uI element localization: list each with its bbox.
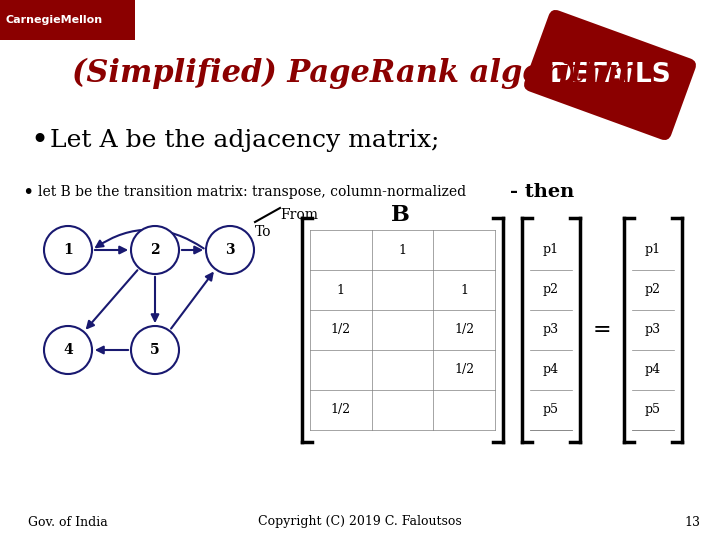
Text: To: To xyxy=(255,225,271,239)
Text: 1: 1 xyxy=(398,244,407,256)
Text: 13: 13 xyxy=(684,516,700,529)
Text: p3: p3 xyxy=(645,323,661,336)
Text: Copyright (C) 2019 C. Faloutsos: Copyright (C) 2019 C. Faloutsos xyxy=(258,516,462,529)
Text: p1: p1 xyxy=(543,244,559,256)
Text: p5: p5 xyxy=(543,403,559,416)
Text: Gov. of India: Gov. of India xyxy=(28,516,108,529)
Text: - then: - then xyxy=(510,183,575,201)
Text: p3: p3 xyxy=(543,323,559,336)
Text: 1: 1 xyxy=(337,284,345,296)
Text: From: From xyxy=(280,208,318,222)
Text: p4: p4 xyxy=(645,363,661,376)
Text: let B be the transition matrix: transpose, column-normalized: let B be the transition matrix: transpos… xyxy=(38,185,466,199)
Text: p4: p4 xyxy=(543,363,559,376)
Text: 3: 3 xyxy=(225,243,235,257)
Circle shape xyxy=(44,226,92,274)
Text: p2: p2 xyxy=(645,284,661,296)
Text: •: • xyxy=(22,183,33,201)
Text: =: = xyxy=(593,319,611,341)
Text: 1/2: 1/2 xyxy=(330,403,351,416)
Circle shape xyxy=(206,226,254,274)
Text: 1/2: 1/2 xyxy=(454,363,474,376)
Circle shape xyxy=(131,226,179,274)
Text: p1: p1 xyxy=(645,244,661,256)
Text: p2: p2 xyxy=(543,284,559,296)
Text: 4: 4 xyxy=(63,343,73,357)
Text: CarnegieMellon: CarnegieMellon xyxy=(5,15,102,25)
Text: DETAILS: DETAILS xyxy=(549,62,671,88)
Text: 1/2: 1/2 xyxy=(454,323,474,336)
Text: 1: 1 xyxy=(460,284,468,296)
Circle shape xyxy=(44,326,92,374)
Text: p5: p5 xyxy=(645,403,661,416)
Text: 2: 2 xyxy=(150,243,160,257)
Text: B: B xyxy=(390,204,410,226)
Text: (Simplified) PageRank algorithm: (Simplified) PageRank algorithm xyxy=(71,57,639,89)
Text: 1: 1 xyxy=(63,243,73,257)
FancyBboxPatch shape xyxy=(0,0,135,40)
Circle shape xyxy=(131,326,179,374)
Text: 1/2: 1/2 xyxy=(330,323,351,336)
Text: •: • xyxy=(30,125,48,154)
FancyBboxPatch shape xyxy=(524,10,696,140)
Text: Let A be the adjacency matrix;: Let A be the adjacency matrix; xyxy=(50,129,439,152)
Text: 5: 5 xyxy=(150,343,160,357)
